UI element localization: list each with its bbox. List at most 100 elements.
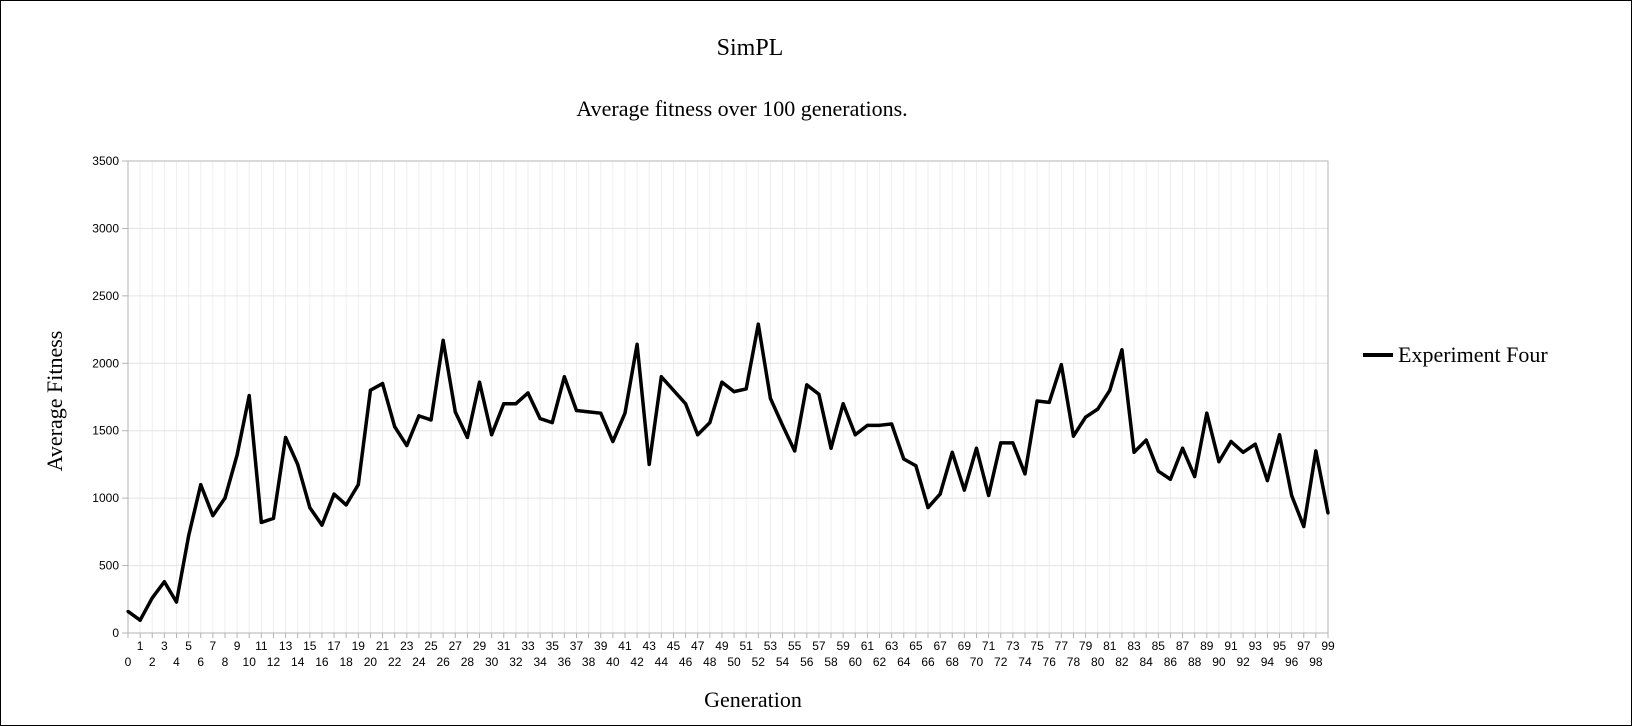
x-tick-label: 47: [691, 639, 705, 653]
x-tick-label: 98: [1309, 655, 1323, 669]
x-tick-label: 13: [279, 639, 293, 653]
data-point: [1205, 411, 1209, 415]
x-tick-label: 88: [1188, 655, 1202, 669]
series-line-experiment-four: [126, 322, 1330, 622]
data-point: [902, 457, 906, 461]
x-tick-label: 65: [909, 639, 923, 653]
x-tick-label: 54: [776, 655, 790, 669]
x-tick-label: 9: [234, 639, 241, 653]
data-point: [417, 414, 421, 418]
x-tick-label: 0: [125, 655, 132, 669]
x-tick-label: 79: [1079, 639, 1093, 653]
x-tick-label: 68: [946, 655, 960, 669]
data-point: [793, 449, 797, 453]
data-point: [247, 394, 251, 398]
data-point: [1011, 441, 1015, 445]
x-tick-label: 84: [1140, 655, 1154, 669]
data-point: [538, 416, 542, 421]
data-point: [138, 618, 142, 622]
x-tick-label: 61: [861, 639, 875, 653]
x-tick-label: 11: [255, 639, 268, 653]
data-point: [1071, 434, 1076, 438]
x-tick-label: 3: [161, 639, 168, 653]
x-tick-label: 36: [558, 655, 572, 669]
x-tick-label: 12: [267, 655, 281, 669]
x-tick-label: 87: [1176, 639, 1190, 653]
x-tick-label: 31: [497, 639, 511, 653]
x-tick-label: 18: [340, 655, 354, 669]
data-point: [526, 391, 530, 395]
chart-subtitle: Average fitness over 100 generations.: [576, 96, 907, 121]
data-point: [162, 580, 166, 584]
data-point: [259, 520, 263, 525]
data-point: [865, 423, 869, 427]
data-point: [1047, 400, 1051, 404]
x-tick-label: 5: [185, 639, 192, 653]
data-point: [1035, 399, 1039, 403]
data-point: [950, 450, 954, 454]
data-point: [999, 441, 1003, 445]
data-point: [987, 493, 991, 498]
legend-label-experiment-four: Experiment Four: [1398, 342, 1548, 367]
data-point: [1193, 474, 1197, 479]
data-point: [223, 496, 227, 500]
x-tick-label: 50: [727, 655, 741, 669]
data-point: [1217, 460, 1221, 464]
data-point: [962, 488, 966, 492]
data-point: [914, 464, 918, 468]
x-tick-label: 83: [1127, 639, 1141, 653]
data-point: [720, 380, 724, 384]
x-axis-label: Generation: [704, 687, 802, 712]
x-tick-label: 75: [1030, 639, 1044, 653]
series-layer: [126, 322, 1330, 622]
data-point: [1156, 469, 1160, 473]
data-point: [974, 446, 979, 450]
chart-title: SimPL: [717, 35, 784, 61]
data-point: [1302, 524, 1306, 529]
x-tick-label: 15: [303, 639, 317, 653]
data-point: [1144, 438, 1148, 442]
x-tick-label: 35: [546, 639, 560, 653]
x-tick-label: 33: [521, 639, 535, 653]
data-point: [841, 402, 845, 406]
x-tick-label: 81: [1103, 639, 1117, 653]
x-tick-label: 2: [149, 655, 156, 669]
x-tick-label: 4: [173, 655, 180, 669]
y-tick-label: 3500: [92, 154, 119, 168]
y-tick-label: 500: [99, 559, 119, 573]
x-tick-label: 27: [449, 639, 463, 653]
x-tick-label: 41: [618, 639, 632, 653]
x-tick-label: 16: [315, 655, 329, 669]
data-point: [647, 462, 651, 467]
legend: Experiment Four: [1363, 342, 1548, 367]
x-tick-label: 29: [473, 639, 487, 653]
data-point: [1253, 442, 1257, 446]
y-tick-label: 0: [112, 626, 119, 640]
data-point: [1277, 433, 1282, 437]
x-tick-label: 72: [994, 655, 1008, 669]
x-tick-label: 43: [643, 639, 657, 653]
data-point: [1132, 450, 1136, 454]
data-point: [1180, 446, 1185, 450]
data-point: [853, 433, 857, 437]
data-point: [659, 375, 663, 379]
data-point: [587, 410, 591, 414]
x-tick-label: 7: [210, 639, 217, 653]
x-tick-label: 10: [243, 655, 257, 669]
data-point: [453, 410, 457, 414]
data-point: [1265, 479, 1269, 483]
x-tick-label: 63: [885, 639, 899, 653]
data-point: [550, 421, 554, 425]
data-point: [477, 380, 482, 384]
data-point: [283, 435, 288, 440]
x-tick-label: 69: [958, 639, 972, 653]
data-point: [1314, 449, 1318, 453]
data-point: [1326, 511, 1330, 515]
data-point: [1059, 363, 1063, 367]
data-point: [683, 402, 688, 406]
data-point: [877, 423, 882, 427]
data-point: [126, 609, 130, 614]
x-tick-label: 94: [1261, 655, 1275, 669]
plot-area-border: [127, 160, 1329, 634]
